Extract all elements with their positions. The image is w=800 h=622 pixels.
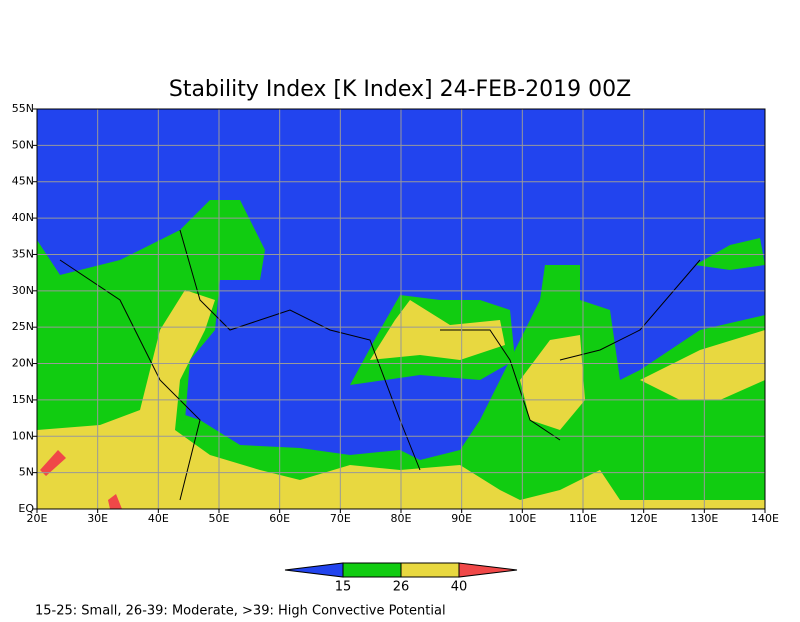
colorbar-swatch [400, 562, 460, 578]
x-tick-label: 50E [209, 512, 230, 525]
y-tick-label: EQ [18, 502, 34, 515]
y-tick-label: 55N [12, 102, 34, 115]
colorbar-label: 40 [451, 580, 468, 595]
map-title: Stability Index [K Index] 24-FEB-2019 00… [169, 77, 631, 102]
y-tick-label: 10N [12, 429, 34, 442]
colorbar-swatch [284, 562, 344, 578]
y-tick-label: 25N [12, 320, 34, 333]
colorbar-label: 15 [335, 580, 352, 595]
y-tick-label: 5N [19, 466, 34, 479]
x-tick-label: 60E [269, 512, 290, 525]
very-high-region [40, 450, 66, 476]
y-tick-label: 50N [12, 138, 34, 151]
x-tick-label: 80E [391, 512, 412, 525]
y-tick-label: 30N [12, 284, 34, 297]
colorbar-swatch [342, 562, 402, 578]
colorbar-swatch [458, 562, 518, 578]
y-tick-label: 45N [12, 175, 34, 188]
x-tick-label: 30E [87, 512, 108, 525]
colorbar-label: 26 [393, 580, 410, 595]
footer-note: 15-25: Small, 26-39: Moderate, >39: High… [35, 604, 446, 619]
moderate-region [37, 200, 265, 440]
x-tick-label: 100E [508, 512, 536, 525]
y-tick-label: 35N [12, 247, 34, 260]
map-frame [36, 108, 766, 510]
y-tick-label: 15N [12, 393, 34, 406]
x-tick-label: 40E [148, 512, 169, 525]
y-tick-label: 40N [12, 211, 34, 224]
high-region [520, 335, 585, 430]
high-region [37, 290, 765, 509]
x-tick-label: 140E [751, 512, 779, 525]
high-region [370, 300, 505, 360]
x-tick-label: 130E [690, 512, 718, 525]
very-high-region [108, 494, 122, 509]
high-region [640, 330, 765, 400]
x-tick-label: 70E [330, 512, 351, 525]
x-tick-label: 110E [569, 512, 597, 525]
coastline [59, 229, 701, 501]
y-tick-label: 20N [12, 357, 34, 370]
x-tick-label: 90E [451, 512, 472, 525]
x-tick-label: 120E [630, 512, 658, 525]
x-tick-label: 20E [27, 512, 48, 525]
